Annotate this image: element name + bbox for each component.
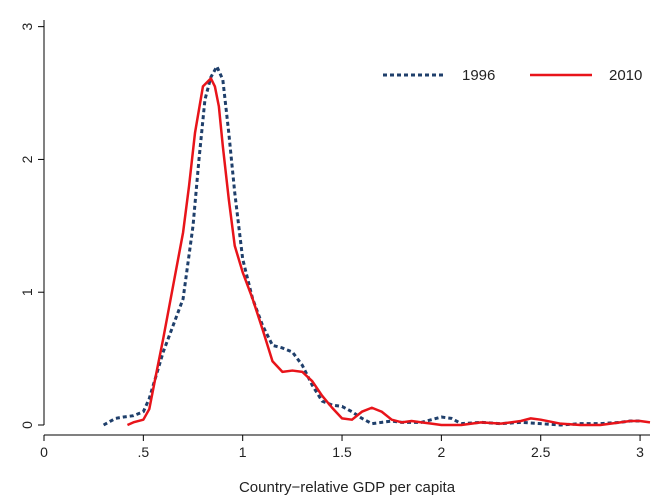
y-axis: 0 1 2 3 (19, 20, 45, 429)
x-tick-label: 1 (239, 444, 247, 460)
x-tick-label: 3 (636, 444, 644, 460)
y-tick-label: 0 (19, 421, 35, 429)
plot-area (102, 64, 651, 427)
series-line-2010 (126, 77, 651, 427)
x-tick-label: 0 (40, 444, 48, 460)
series-line-1996 (102, 64, 641, 427)
x-tick-label: 2 (437, 444, 445, 460)
x-tick-label: 1.5 (332, 444, 352, 460)
y-tick-label: 2 (19, 155, 35, 163)
x-tick-label: .5 (138, 444, 150, 460)
y-tick-label: 3 (19, 23, 35, 31)
x-tick-label: 2.5 (531, 444, 551, 460)
legend-label-2010: 2010 (609, 67, 642, 84)
x-axis-title: Country−relative GDP per capita (239, 479, 456, 496)
legend-label-1996: 1996 (462, 67, 495, 84)
y-tick-label: 1 (19, 288, 35, 296)
x-axis: 0 .5 1 1.5 2 2.5 3 (40, 434, 650, 460)
legend: 1996 2010 (383, 67, 642, 84)
